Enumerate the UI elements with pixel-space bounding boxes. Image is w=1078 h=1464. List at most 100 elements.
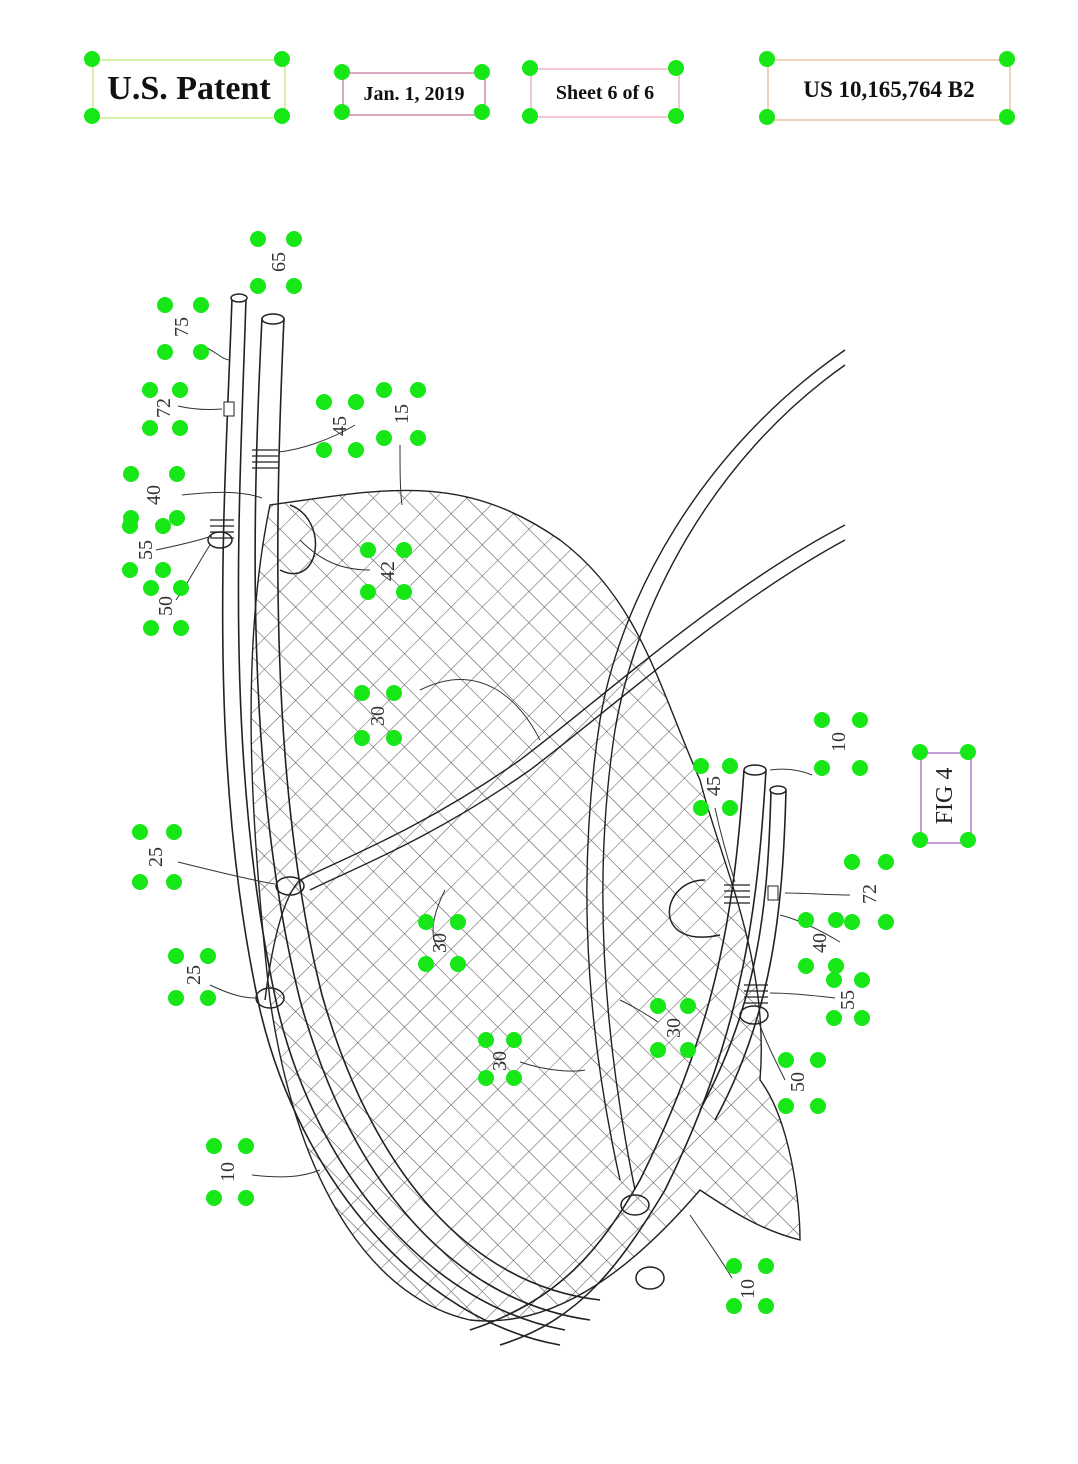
ref-25-a: 25	[145, 847, 167, 867]
annotation-point	[122, 518, 138, 534]
annotation-point	[798, 912, 814, 928]
annotation-point	[410, 382, 426, 398]
annotation-point	[316, 394, 332, 410]
ref-25-b: 25	[183, 965, 205, 985]
annotation-point	[348, 394, 364, 410]
annotation-point	[274, 108, 290, 124]
annotation-point	[778, 1052, 794, 1068]
annotation-point	[506, 1070, 522, 1086]
annotation-point	[418, 956, 434, 972]
ref-55-b: 55	[837, 990, 859, 1010]
annotation-point	[668, 60, 684, 76]
annotation-point	[960, 744, 976, 760]
annotation-point	[798, 958, 814, 974]
figure-label-box	[920, 752, 972, 844]
annotation-point	[132, 824, 148, 840]
annotation-point	[878, 854, 894, 870]
left-inner-tube	[254, 317, 601, 1321]
annotation-point	[274, 51, 290, 67]
annotation-point	[814, 712, 830, 728]
ref-45: 45	[329, 416, 351, 436]
annotation-point	[238, 1138, 254, 1154]
ref-40: 40	[143, 485, 165, 505]
annotation-point	[166, 824, 182, 840]
annotation-point	[478, 1032, 494, 1048]
annotation-point	[450, 956, 466, 972]
annotation-point	[680, 998, 696, 1014]
annotation-point	[396, 584, 412, 600]
annotation-point	[193, 297, 209, 313]
annotation-point	[722, 758, 738, 774]
annotation-point	[354, 730, 370, 746]
coil-markings	[210, 449, 768, 1004]
ref-10-b: 10	[217, 1162, 239, 1182]
annotation-point	[758, 1258, 774, 1274]
annotation-point	[206, 1190, 222, 1206]
annotation-point	[173, 620, 189, 636]
annotation-point	[142, 420, 158, 436]
sheet-number: Sheet 6 of 6	[530, 68, 680, 118]
annotation-point	[960, 832, 976, 848]
ref-50: 50	[155, 596, 177, 616]
annotation-point	[844, 914, 860, 930]
annotation-point	[650, 1042, 666, 1058]
annotation-point	[828, 912, 844, 928]
annotation-point	[693, 800, 709, 816]
loops	[207, 504, 769, 1290]
annotation-point	[814, 760, 830, 776]
annotation-point	[376, 430, 392, 446]
annotation-point	[912, 744, 928, 760]
annotation-point	[506, 1032, 522, 1048]
ref-40-b: 40	[809, 933, 831, 953]
annotation-point	[693, 758, 709, 774]
annotation-point	[334, 64, 350, 80]
annotation-point	[778, 1098, 794, 1114]
annotation-point	[123, 466, 139, 482]
annotation-point	[169, 510, 185, 526]
ref-75: 75	[171, 317, 193, 337]
annotation-point	[122, 562, 138, 578]
annotation-point	[168, 948, 184, 964]
annotation-point	[316, 442, 332, 458]
annotation-point	[999, 51, 1015, 67]
annotation-point	[84, 51, 100, 67]
annotation-point	[852, 712, 868, 728]
annotation-point	[143, 580, 159, 596]
annotation-point	[722, 800, 738, 816]
annotation-point	[650, 998, 666, 1014]
annotation-point	[418, 914, 434, 930]
ref-30-c: 30	[663, 1018, 685, 1038]
annotation-point	[238, 1190, 254, 1206]
annotation-point	[354, 685, 370, 701]
annotation-point	[759, 109, 775, 125]
annotation-point	[143, 620, 159, 636]
annotation-point	[474, 104, 490, 120]
ref-45-b: 45	[703, 776, 725, 796]
annotation-point	[854, 972, 870, 988]
annotation-point	[668, 108, 684, 124]
annotation-point	[522, 108, 538, 124]
annotation-point	[844, 854, 860, 870]
ref-72-b: 72	[859, 884, 881, 904]
annotation-point	[726, 1258, 742, 1274]
ref-50-b: 50	[787, 1072, 809, 1092]
annotation-point	[168, 990, 184, 1006]
annotation-point	[758, 1298, 774, 1314]
annotation-point	[348, 442, 364, 458]
ref-30-a: 30	[367, 706, 389, 726]
ref-65: 65	[268, 252, 290, 272]
ref-42: 42	[377, 561, 399, 581]
ref-72: 72	[153, 398, 175, 418]
annotation-point	[84, 108, 100, 124]
annotation-point	[386, 730, 402, 746]
patent-number: US 10,165,764 B2	[767, 59, 1011, 121]
annotation-point	[200, 990, 216, 1006]
annotation-point	[132, 874, 148, 890]
annotation-point	[852, 760, 868, 776]
annotation-point	[912, 832, 928, 848]
annotation-point	[759, 51, 775, 67]
patent-date: Jan. 1, 2019	[342, 72, 486, 116]
annotation-point	[522, 60, 538, 76]
annotation-point	[286, 231, 302, 247]
ref-10-c: 10	[737, 1279, 759, 1299]
